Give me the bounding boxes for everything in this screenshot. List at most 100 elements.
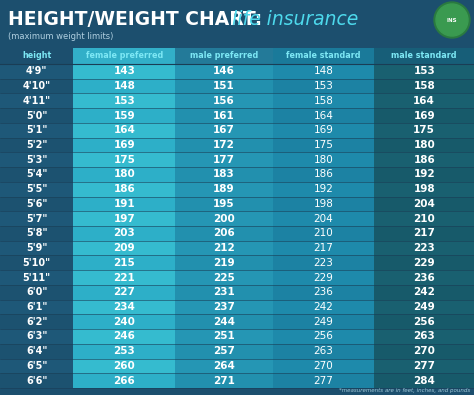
Text: *measurements are in feet, inches, and pounds: *measurements are in feet, inches, and p… — [339, 388, 470, 393]
Bar — [0, 94, 73, 108]
Bar — [273, 64, 374, 79]
Bar — [374, 211, 474, 226]
Text: 159: 159 — [114, 111, 135, 120]
Bar — [175, 94, 273, 108]
Text: 5'11": 5'11" — [23, 273, 51, 282]
Text: 167: 167 — [213, 125, 235, 135]
Bar — [175, 167, 273, 182]
Text: 153: 153 — [413, 66, 435, 76]
Bar — [374, 137, 474, 152]
Text: 169: 169 — [314, 125, 333, 135]
Circle shape — [434, 2, 470, 38]
Text: 4'10": 4'10" — [23, 81, 51, 91]
Bar — [73, 64, 175, 79]
Text: female standard: female standard — [286, 51, 361, 60]
Text: 175: 175 — [314, 140, 333, 150]
Bar — [73, 167, 175, 182]
Text: 217: 217 — [413, 228, 435, 238]
Text: 219: 219 — [213, 258, 235, 268]
Bar — [0, 152, 73, 167]
Text: 197: 197 — [114, 214, 135, 224]
Bar — [175, 226, 273, 241]
Bar — [374, 344, 474, 359]
Bar — [73, 359, 175, 373]
Bar — [175, 300, 273, 314]
Bar — [273, 359, 374, 373]
Bar — [374, 108, 474, 123]
Circle shape — [436, 4, 468, 36]
Bar — [374, 270, 474, 285]
Text: 146: 146 — [213, 66, 235, 76]
Text: 236: 236 — [314, 287, 333, 297]
Text: 251: 251 — [213, 331, 235, 341]
Text: 221: 221 — [114, 273, 135, 282]
Bar — [374, 359, 474, 373]
Text: 156: 156 — [213, 96, 235, 106]
Bar — [73, 241, 175, 256]
Bar — [175, 197, 273, 211]
Bar — [0, 79, 73, 94]
Text: 5'7": 5'7" — [26, 214, 47, 224]
Bar — [175, 152, 273, 167]
Bar — [273, 167, 374, 182]
Bar — [0, 108, 73, 123]
Text: INS: INS — [447, 17, 457, 23]
Text: 264: 264 — [213, 361, 235, 371]
Bar — [374, 285, 474, 300]
Text: 257: 257 — [213, 346, 235, 356]
Text: 151: 151 — [213, 81, 235, 91]
Bar — [73, 314, 175, 329]
Text: 195: 195 — [213, 199, 235, 209]
Bar — [73, 152, 175, 167]
Text: 180: 180 — [114, 169, 135, 179]
Text: 186: 186 — [413, 155, 435, 165]
Text: 231: 231 — [213, 287, 235, 297]
Text: 203: 203 — [114, 228, 135, 238]
Bar — [0, 300, 73, 314]
Bar — [175, 123, 273, 137]
Bar — [0, 226, 73, 241]
Text: 5'4": 5'4" — [26, 169, 47, 179]
Text: female preferred: female preferred — [86, 51, 163, 60]
Bar — [273, 94, 374, 108]
Bar — [273, 344, 374, 359]
Bar — [73, 300, 175, 314]
Bar — [73, 94, 175, 108]
Bar — [273, 256, 374, 270]
Text: 236: 236 — [413, 273, 435, 282]
Text: 237: 237 — [213, 302, 235, 312]
Text: 183: 183 — [213, 169, 235, 179]
Bar — [374, 241, 474, 256]
Bar — [374, 182, 474, 197]
Bar — [273, 48, 374, 64]
Bar — [175, 344, 273, 359]
Bar — [374, 94, 474, 108]
Bar — [374, 197, 474, 211]
Bar — [0, 344, 73, 359]
Text: 164: 164 — [413, 96, 435, 106]
Bar — [175, 108, 273, 123]
Bar — [73, 123, 175, 137]
Text: 212: 212 — [213, 243, 235, 253]
Text: 6'3": 6'3" — [26, 331, 47, 341]
Text: 177: 177 — [213, 155, 235, 165]
Text: 200: 200 — [213, 214, 235, 224]
Text: 198: 198 — [413, 184, 435, 194]
Text: 192: 192 — [413, 169, 435, 179]
Bar — [273, 300, 374, 314]
Text: 249: 249 — [413, 302, 435, 312]
Text: 215: 215 — [114, 258, 135, 268]
Bar — [175, 314, 273, 329]
Bar — [273, 226, 374, 241]
Bar — [175, 211, 273, 226]
Bar — [73, 344, 175, 359]
Text: 284: 284 — [413, 376, 435, 386]
Bar — [73, 285, 175, 300]
Text: HEIGHT/WEIGHT CHART:: HEIGHT/WEIGHT CHART: — [8, 10, 262, 29]
Bar — [0, 197, 73, 211]
Bar — [175, 182, 273, 197]
Bar — [175, 373, 273, 388]
Bar — [273, 182, 374, 197]
Bar — [374, 300, 474, 314]
Text: 5'5": 5'5" — [26, 184, 47, 194]
